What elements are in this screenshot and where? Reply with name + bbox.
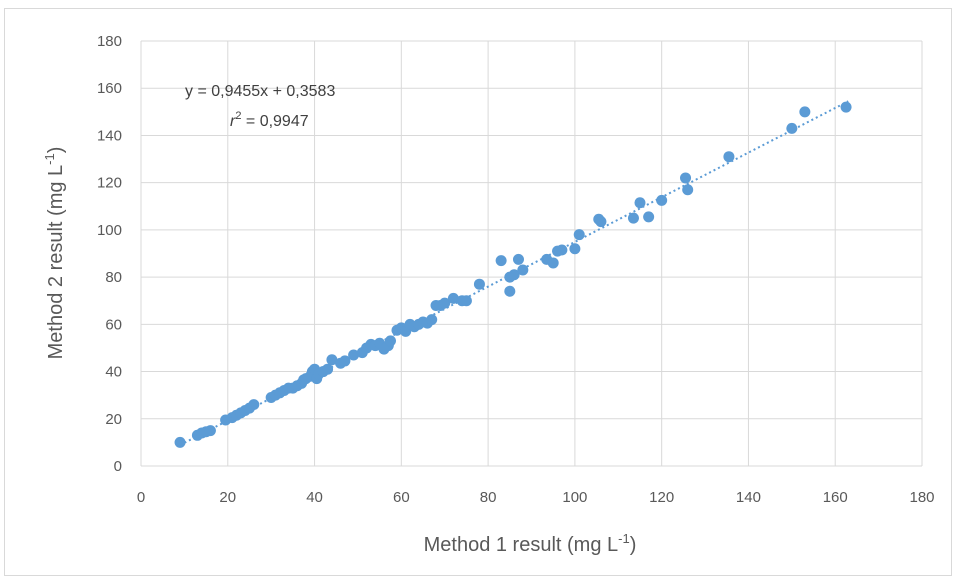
data-point: [595, 216, 606, 227]
data-point: [474, 279, 485, 290]
data-point: [496, 255, 507, 266]
x-tick-label: 140: [736, 489, 761, 506]
data-point: [682, 184, 693, 195]
y-axis-title: Method 2 result (mg L-1): [42, 147, 67, 360]
y-tick-label: 120: [97, 175, 122, 192]
x-tick-label: 120: [649, 489, 674, 506]
data-point: [634, 197, 645, 208]
data-point: [569, 243, 580, 254]
data-point: [680, 172, 691, 183]
y-tick-label: 40: [105, 364, 122, 381]
data-point: [556, 244, 567, 255]
x-tick-label: 20: [219, 489, 236, 506]
data-point: [643, 211, 654, 222]
data-point: [385, 335, 396, 346]
data-point: [461, 295, 472, 306]
y-axis-title-main: Method 2 result (mg L: [45, 165, 67, 360]
y-tick-label: 140: [97, 127, 122, 144]
x-tick-label: 180: [909, 489, 934, 506]
y-tick-label: 0: [114, 458, 122, 475]
y-tick-label: 180: [97, 33, 122, 50]
x-tick-label: 40: [306, 489, 323, 506]
data-point: [723, 151, 734, 162]
data-point: [504, 286, 515, 297]
x-axis-title-superscript: -1: [618, 531, 630, 546]
data-point: [426, 314, 437, 325]
data-point: [548, 257, 559, 268]
y-axis-title-superscript: -1: [42, 153, 57, 165]
data-point: [175, 437, 186, 448]
data-point: [574, 229, 585, 240]
y-tick-label: 100: [97, 222, 122, 239]
x-tick-label: 160: [823, 489, 848, 506]
data-point: [841, 102, 852, 113]
r-squared-value: = 0,9947: [241, 113, 308, 130]
y-tick-label: 60: [105, 316, 122, 333]
data-point: [248, 399, 259, 410]
data-point: [205, 425, 216, 436]
x-axis-title-end: ): [630, 534, 637, 556]
data-point: [786, 123, 797, 134]
r-squared-label: r2 = 0,9947: [230, 110, 309, 130]
data-point: [322, 364, 333, 375]
data-point: [628, 213, 639, 224]
x-tick-label: 0: [137, 489, 145, 506]
x-axis-title-main: Method 1 result (mg L: [424, 534, 619, 556]
data-points: [175, 102, 852, 448]
y-tick-label: 20: [105, 411, 122, 428]
y-tick-label: 160: [97, 80, 122, 97]
x-tick-label: 80: [480, 489, 497, 506]
data-point: [513, 254, 524, 265]
x-tick-label: 60: [393, 489, 410, 506]
y-tick-label: 80: [105, 269, 122, 286]
y-axis-title-end: ): [45, 147, 67, 154]
trendline-equation: y = 0,9455x + 0,3583: [185, 83, 335, 100]
data-point: [656, 195, 667, 206]
data-point: [799, 106, 810, 117]
data-point: [517, 265, 528, 276]
x-axis-title: Method 1 result (mg L-1): [424, 531, 637, 556]
x-tick-label: 100: [562, 489, 587, 506]
